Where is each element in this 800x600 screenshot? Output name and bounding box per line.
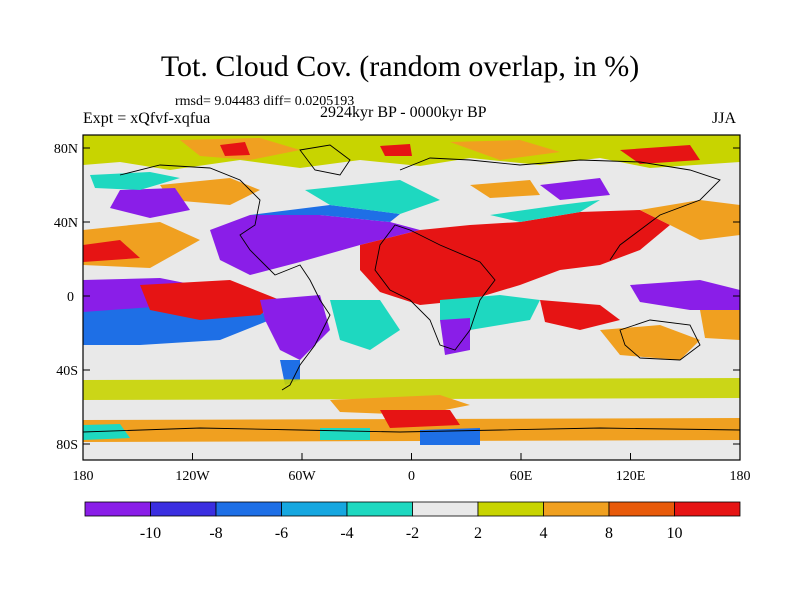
- colorbar-tick-label: -2: [406, 525, 419, 542]
- colorbar-tick-label: 10: [667, 525, 683, 542]
- lon-label-60e: 60E: [510, 469, 533, 484]
- atl-purple-band: [210, 215, 420, 275]
- lon-label-60w: 60W: [288, 469, 316, 484]
- lon-ticks: [82, 453, 741, 460]
- lon-label-120e: 120E: [616, 469, 646, 484]
- anomaly-field: [83, 135, 740, 460]
- antarctic-orange: [83, 418, 740, 442]
- npac-purple: [110, 188, 190, 218]
- lon-label-180e: 180: [730, 469, 751, 484]
- colorbar-swatch: [412, 501, 479, 517]
- natl-cyan: [305, 180, 440, 214]
- arctic-orange-2: [450, 140, 560, 160]
- africa-coast: [374, 224, 496, 351]
- lon-label-180w: 180: [73, 469, 94, 484]
- lat-label-40s: 40S: [56, 364, 78, 379]
- central-asia-cyan: [490, 200, 600, 222]
- antarctic-red: [380, 410, 460, 428]
- colorbar-swatch: [281, 501, 348, 517]
- australia-orange: [600, 325, 700, 360]
- samerica-purple: [260, 295, 330, 360]
- colorbar-tick-label: -8: [209, 525, 222, 542]
- antarctic-neutral: [83, 445, 740, 460]
- southern-yellow: [83, 378, 740, 400]
- atl-blue: [250, 205, 400, 222]
- epac-red: [83, 240, 140, 262]
- patagonia-blue: [280, 360, 300, 385]
- australia-coast: [619, 319, 701, 361]
- npac-orange: [160, 178, 260, 205]
- colorbar-swatch: [215, 501, 282, 517]
- lat-label-80s: 80S: [56, 438, 78, 453]
- colorbar-swatch: [674, 501, 741, 517]
- eurasia-orange: [470, 180, 540, 198]
- rmsd-diff-stats: rmsd= 9.04483 diff= 0.0205193: [175, 94, 355, 109]
- satl-cyan: [330, 300, 400, 350]
- eurasia-coast: [399, 157, 721, 261]
- colorbar: [84, 501, 741, 517]
- lat-label-0: 0: [67, 290, 74, 305]
- africa-asia-red: [360, 210, 670, 305]
- antarctic-cyan-1: [83, 424, 130, 440]
- plot-title: Tot. Cloud Cov. (random overlap, in %): [160, 50, 640, 83]
- maritime-purple: [630, 280, 740, 310]
- colorbar-tick-label: 4: [540, 525, 548, 542]
- lat-label-40n: 40N: [54, 216, 78, 231]
- arctic-red-2: [380, 144, 412, 156]
- colorbar-swatch: [84, 501, 151, 517]
- colorbar-swatch: [608, 501, 675, 517]
- colorbar-swatch: [477, 501, 544, 517]
- arctic-red-1: [220, 142, 250, 156]
- colorbar-tick-label: -6: [275, 525, 288, 542]
- antarctica-coast: [83, 427, 740, 433]
- colorbar-swatch: [346, 501, 413, 517]
- madagascar-purple: [440, 318, 470, 355]
- colorbar-tick-label: -4: [340, 525, 353, 542]
- colorbar-tick-label: 2: [474, 525, 482, 542]
- colorbar-tick-label: -10: [140, 525, 161, 542]
- npac-west-orange: [640, 200, 740, 240]
- colorbar-labels: -10 -8 -6 -4 -2 2 4 8 10: [140, 525, 683, 542]
- wpac-orange: [700, 310, 740, 340]
- lat-ticks: [83, 147, 740, 445]
- greenland-coast: [299, 144, 351, 176]
- period-label: 2924kyr BP - 0000kyr BP: [320, 104, 487, 121]
- indian-red: [540, 300, 620, 330]
- colorbar-swatch: [543, 501, 610, 517]
- antarctic-cyan-2: [320, 428, 370, 440]
- lon-label-0: 0: [408, 469, 415, 484]
- coastlines: [83, 144, 740, 433]
- lon-label-120w: 120W: [175, 469, 210, 484]
- colorbar-tick-label: 8: [605, 525, 613, 542]
- tpac-red: [140, 280, 280, 320]
- americas-coast: [119, 164, 331, 391]
- colorbar-swatch: [150, 501, 217, 517]
- arctic-red-3: [620, 145, 700, 164]
- npac-cyan: [90, 172, 180, 190]
- lat-label-80n: 80N: [54, 142, 78, 157]
- asia-purple: [540, 178, 610, 200]
- season-label: JJA: [712, 110, 737, 127]
- antarctic-blue: [420, 428, 480, 446]
- experiment-label: Expt = xQfvf-xqfua: [83, 110, 211, 127]
